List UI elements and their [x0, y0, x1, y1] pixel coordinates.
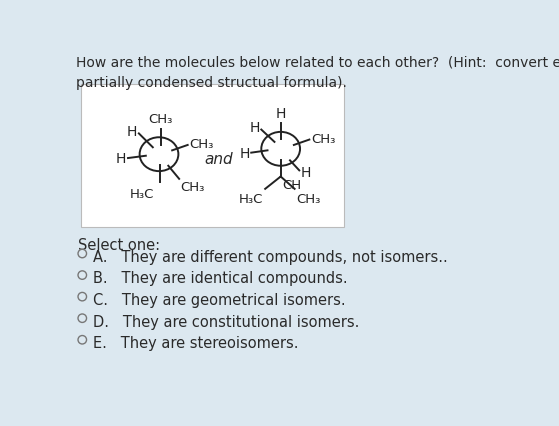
- Circle shape: [78, 336, 87, 344]
- FancyBboxPatch shape: [80, 85, 344, 227]
- Text: C.   They are geometrical isomers.: C. They are geometrical isomers.: [93, 292, 346, 307]
- Text: CH: CH: [282, 178, 301, 192]
- Text: CH₃: CH₃: [190, 138, 214, 150]
- Circle shape: [78, 271, 87, 279]
- Text: H: H: [301, 166, 311, 179]
- Text: H: H: [116, 152, 126, 166]
- Circle shape: [78, 250, 87, 258]
- Text: D.   They are constitutional isomers.: D. They are constitutional isomers.: [93, 314, 359, 329]
- Text: –: –: [292, 178, 298, 191]
- Text: H: H: [276, 107, 286, 121]
- Text: B.   They are identical compounds.: B. They are identical compounds.: [93, 271, 348, 286]
- Text: A.   They are different compounds, not isomers..: A. They are different compounds, not iso…: [93, 249, 448, 264]
- Text: E.   They are stereoisomers.: E. They are stereoisomers.: [93, 335, 299, 350]
- Text: H: H: [249, 121, 260, 135]
- Text: H: H: [239, 146, 250, 160]
- Text: CH₃: CH₃: [148, 112, 173, 126]
- Text: H₃C: H₃C: [130, 188, 154, 201]
- Text: H₃C: H₃C: [239, 193, 264, 205]
- Circle shape: [78, 293, 87, 301]
- Text: and: and: [205, 151, 233, 166]
- Text: How are the molecules below related to each other?  (Hint:  convert each to a
pa: How are the molecules below related to e…: [76, 56, 559, 90]
- Text: CH₃: CH₃: [311, 132, 335, 145]
- Text: Select one:: Select one:: [78, 237, 160, 252]
- Text: H: H: [126, 125, 136, 139]
- Text: CH₃: CH₃: [296, 193, 320, 205]
- Text: CH₃: CH₃: [181, 181, 205, 194]
- Circle shape: [78, 314, 87, 322]
